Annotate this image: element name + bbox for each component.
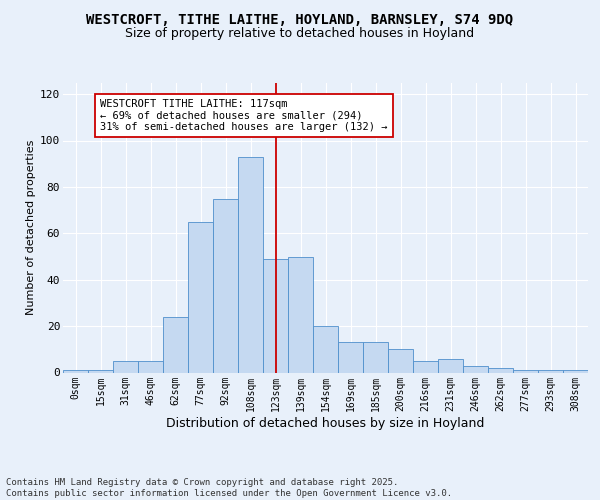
Bar [313,326,338,372]
Text: Contains HM Land Registry data © Crown copyright and database right 2025.
Contai: Contains HM Land Registry data © Crown c… [6,478,452,498]
Bar [513,370,538,372]
Bar [488,368,513,372]
Text: WESTCROFT, TITHE LAITHE, HOYLAND, BARNSLEY, S74 9DQ: WESTCROFT, TITHE LAITHE, HOYLAND, BARNSL… [86,12,514,26]
Bar [88,370,113,372]
Bar [563,370,588,372]
Bar [388,350,413,372]
Text: WESTCROFT TITHE LAITHE: 117sqm
← 69% of detached houses are smaller (294)
31% of: WESTCROFT TITHE LAITHE: 117sqm ← 69% of … [101,98,388,132]
Bar [413,361,438,372]
Bar [288,256,313,372]
X-axis label: Distribution of detached houses by size in Hoyland: Distribution of detached houses by size … [166,418,485,430]
Bar [338,342,363,372]
Text: Size of property relative to detached houses in Hoyland: Size of property relative to detached ho… [125,28,475,40]
Bar [138,361,163,372]
Bar [438,358,463,372]
Bar [213,198,238,372]
Bar [163,317,188,372]
Bar [538,370,563,372]
Bar [238,156,263,372]
Bar [188,222,213,372]
Bar [363,342,388,372]
Bar [113,361,138,372]
Bar [263,259,288,372]
Bar [63,370,88,372]
Bar [463,366,488,372]
Y-axis label: Number of detached properties: Number of detached properties [26,140,36,315]
